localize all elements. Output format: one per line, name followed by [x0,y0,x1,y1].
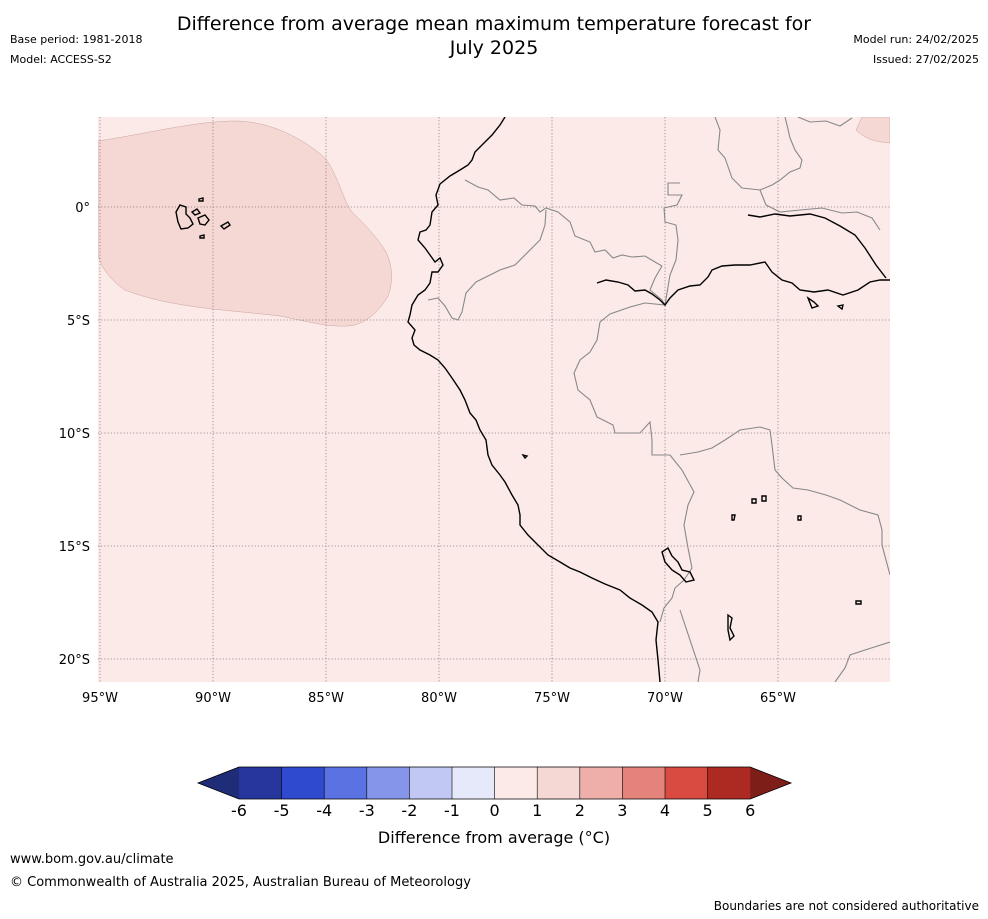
longitude-label: 75°W [534,691,570,706]
latitude-label: 5°S [67,314,90,329]
river-fragment-1 [806,296,820,309]
colorbar [196,766,793,800]
base-period-text: Base period: 1981-2018 [10,33,143,46]
border-bolivia-brazil [679,426,890,576]
graticule [98,117,890,682]
country-borders [427,117,890,682]
colorbar-outline [196,766,793,800]
longitude-label: 65°W [760,691,796,706]
anomaly-patch-pacific [98,120,392,327]
latitude-label: 15°S [59,540,90,555]
longitude-label: 70°W [647,691,683,706]
lake-small-3 [761,495,767,502]
colorbar-label: Difference from average (°C) [377,828,611,847]
colorbar-segment [281,767,325,799]
colorbar-tick-label: 3 [617,801,627,820]
colorbar-segment [537,767,581,799]
chart-title: Difference from average mean maximum tem… [0,12,988,60]
colorbar-segment [239,767,282,799]
model-run-text: Model run: 24/02/2025 [853,33,979,46]
colorbar-tick-label: -1 [444,801,460,820]
colorbar-ticks: -6 -5 -4 -3 -2 -1 0 1 2 3 4 5 6 [231,801,755,820]
lake-small-1 [731,514,736,521]
colorbar-tick-label: -5 [274,801,290,820]
model-text: Model: ACCESS-S2 [10,53,112,66]
island-lake-small-1 [521,453,529,460]
coastline-amazon-river [596,261,890,307]
border-ecuador-peru [427,209,547,321]
footer-url: www.bom.gov.au/climate [10,852,174,867]
colorbar-segment [707,767,751,799]
lake-small-2 [751,498,757,504]
longitude-label: 80°W [421,691,457,706]
galapagos-espanola [199,234,205,239]
colorbar-under-arrow [198,767,239,799]
border-peru-bolivia [659,454,695,623]
colorbar-segment [579,767,623,799]
lake-small-5 [855,600,862,605]
colorbar-tick-label: 5 [703,801,713,820]
river-fragment-2 [836,304,844,311]
galapagos-isabela [175,204,194,230]
footer-copyright: © Commonwealth of Australia 2025, Austra… [10,875,471,890]
galapagos-santa-cruz [197,214,210,226]
latitude-label: 0° [75,201,90,216]
colorbar-tick-label: 4 [660,801,670,820]
latitude-labels: 0° 5°S 10°S 15°S 20°S [59,201,90,668]
galapagos-san-cristobal [219,221,231,230]
coastline-rio-negro [747,213,887,279]
border-colombia-brazil [663,182,683,306]
galapagos-genovesa [198,197,204,202]
colorbar-segment [622,767,666,799]
border-colombia-ecuador [464,179,663,267]
coastline-pacific-south-america [407,117,661,682]
colorbar-segment [452,767,495,799]
lake-small-4 [797,515,802,521]
latitude-label: 20°S [59,653,90,668]
longitude-label: 95°W [82,691,118,706]
colorbar-tick-label: 6 [745,801,755,820]
longitude-label: 85°W [308,691,344,706]
colorbar-segment [665,767,708,799]
title-line-2: July 2025 [449,37,539,59]
issued-text: Issued: 27/02/2025 [872,53,979,66]
meta-left: Base period: 1981-2018 Model: ACCESS-S2 [10,30,142,70]
latitude-label: 10°S [59,427,90,442]
border-colombia-venezuela [714,117,803,191]
anomaly-patch-northeast [855,117,890,144]
colorbar-tick-label: -2 [401,801,417,820]
colorbar-segment [409,767,453,799]
colorbar-tick-label: -6 [231,801,247,820]
border-paraguay [834,641,890,682]
border-brazil-venezuela-south [759,189,881,231]
colorbar-tick-label: -4 [316,801,332,820]
border-venezuela-brazil [797,117,853,127]
colorbar-segment [324,767,368,799]
colorbar-segment [366,767,410,799]
longitude-labels: 95°W 90°W 85°W 80°W 75°W 70°W 65°W [82,691,796,706]
colorbar-over-arrow [750,767,791,799]
colorbar-segment [494,767,538,799]
border-chile-argentina [679,609,701,682]
colorbar-tick-label: 2 [575,801,585,820]
colorbar-tick-label: 1 [532,801,542,820]
lake-poopo [727,613,735,642]
longitude-label: 90°W [195,691,231,706]
footer-disclaimer: Boundaries are not considered authoritat… [713,899,979,913]
colorbar-tick-label: 0 [490,801,500,820]
coastline-island-lake-titicaca [661,546,696,583]
coastlines [175,117,890,682]
colorbar-tick-label: -3 [359,801,375,820]
meta-right: Model run: 24/02/2025 Issued: 27/02/2025 [853,30,979,70]
galapagos-santiago [190,208,202,216]
title-line-1: Difference from average mean maximum tem… [176,13,812,35]
